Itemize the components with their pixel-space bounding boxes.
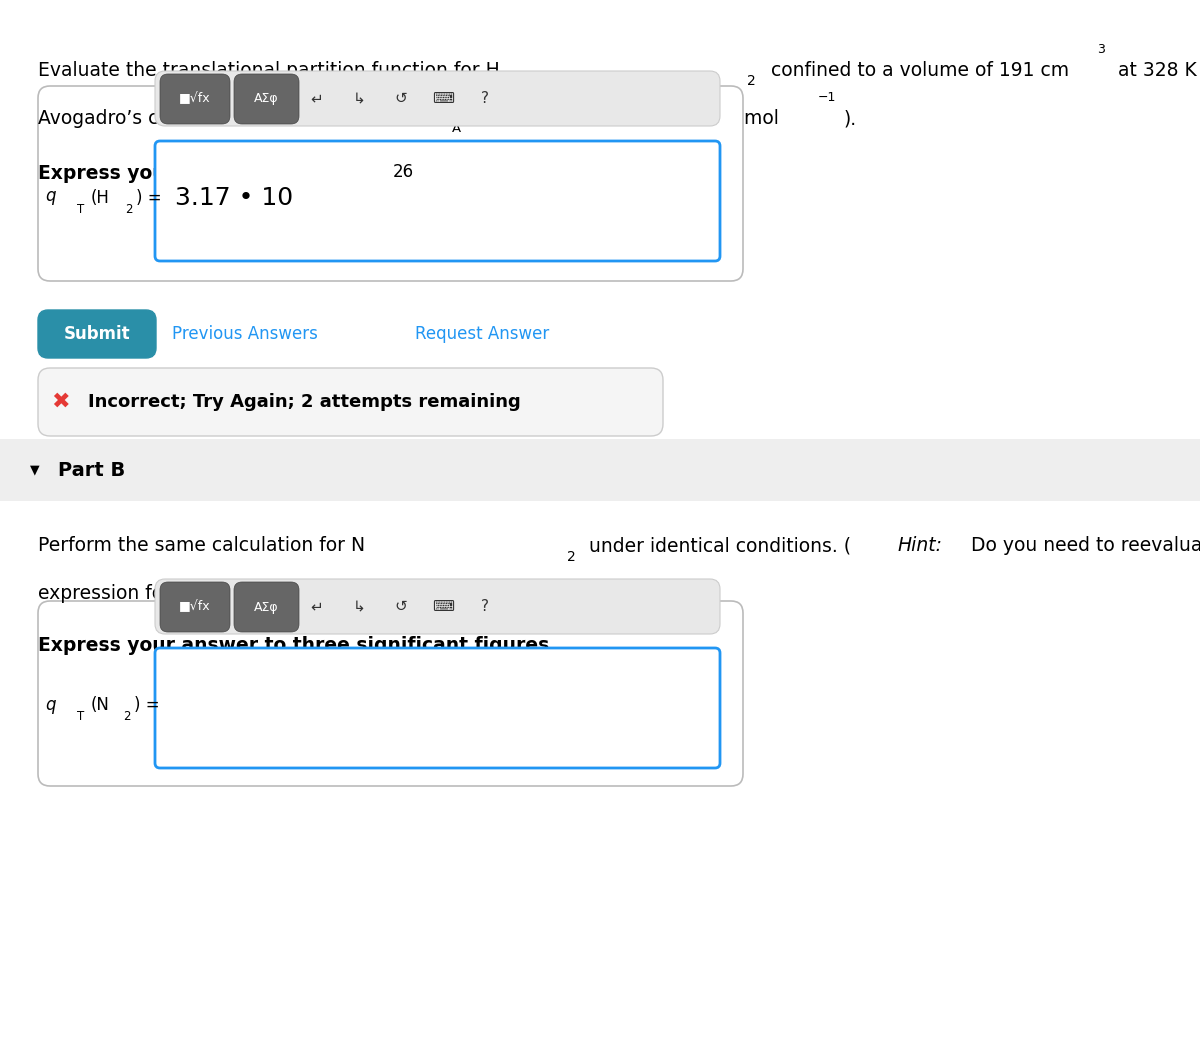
FancyBboxPatch shape [38, 601, 743, 786]
Text: at 328 K . (Note: the: at 328 K . (Note: the [1112, 61, 1200, 79]
Text: (H: (H [91, 189, 110, 207]
Text: AΣφ: AΣφ [254, 92, 278, 106]
Text: ▼: ▼ [30, 463, 40, 477]
FancyBboxPatch shape [234, 74, 299, 124]
Text: ■√fx: ■√fx [179, 92, 211, 106]
Text: Evaluate the translational partition function for H: Evaluate the translational partition fun… [38, 61, 499, 79]
Text: Submit: Submit [64, 325, 131, 343]
Text: ⌨: ⌨ [432, 599, 454, 614]
Text: ↳: ↳ [353, 91, 365, 106]
Text: ) =: ) = [134, 696, 160, 714]
Text: T: T [250, 598, 258, 612]
FancyBboxPatch shape [38, 86, 743, 281]
FancyBboxPatch shape [0, 439, 1200, 501]
Text: (N: (N [91, 696, 110, 714]
FancyBboxPatch shape [155, 579, 720, 634]
FancyBboxPatch shape [234, 582, 299, 632]
Text: ↺: ↺ [395, 599, 407, 614]
Text: confined to a volume of 191 cm: confined to a volume of 191 cm [766, 61, 1069, 79]
Text: Previous Answers: Previous Answers [172, 325, 318, 343]
FancyBboxPatch shape [155, 649, 720, 768]
Text: mol: mol [738, 109, 779, 128]
Text: q: q [223, 584, 235, 602]
Text: 3: 3 [1097, 43, 1105, 56]
Text: T: T [77, 709, 84, 723]
Text: ↳: ↳ [353, 599, 365, 614]
Text: ) =: ) = [136, 189, 162, 207]
Text: Request Answer: Request Answer [415, 325, 550, 343]
Text: ↵: ↵ [311, 91, 323, 106]
Text: Express your answer to three significant figures.: Express your answer to three significant… [38, 636, 557, 655]
Text: A: A [452, 122, 461, 135]
Text: ↵: ↵ [311, 599, 323, 614]
Text: 2: 2 [746, 74, 756, 88]
Text: −1: −1 [818, 91, 836, 104]
Text: Express your answer to three significant figures.: Express your answer to three significant… [38, 164, 557, 183]
Text: 2: 2 [125, 203, 132, 215]
Text: ?): ?) [268, 584, 292, 602]
Text: Do you need to reevaluate the full: Do you need to reevaluate the full [965, 536, 1200, 555]
Text: ■√fx: ■√fx [179, 600, 211, 614]
Text: 2: 2 [568, 550, 576, 564]
Text: Hint:: Hint: [898, 536, 942, 555]
Text: 23: 23 [706, 91, 721, 104]
Text: 2: 2 [124, 709, 131, 723]
Text: ✖: ✖ [50, 392, 70, 412]
Text: AΣφ: AΣφ [254, 600, 278, 614]
Text: Incorrect; Try Again; 2 attempts remaining: Incorrect; Try Again; 2 attempts remaini… [88, 393, 521, 411]
Text: T: T [77, 203, 84, 215]
Text: Part B: Part B [58, 460, 125, 479]
Text: = 6.022 × 10: = 6.022 × 10 [473, 109, 606, 128]
Text: q: q [46, 696, 55, 714]
FancyBboxPatch shape [155, 71, 720, 126]
Text: 3.17 • 10: 3.17 • 10 [175, 186, 293, 210]
FancyBboxPatch shape [38, 368, 662, 436]
Text: Perform the same calculation for N: Perform the same calculation for N [38, 536, 365, 555]
Text: Avogadro’s constant N: Avogadro’s constant N [38, 109, 250, 128]
Text: $q$: $q$ [46, 189, 56, 207]
Text: ⌨: ⌨ [432, 91, 454, 106]
Text: ).: ). [844, 109, 857, 128]
Text: 26: 26 [394, 163, 414, 181]
Text: ?: ? [481, 599, 490, 614]
Text: ↺: ↺ [395, 91, 407, 106]
FancyBboxPatch shape [160, 582, 230, 632]
Text: expression for: expression for [38, 584, 178, 602]
Text: under identical conditions. (: under identical conditions. ( [583, 536, 851, 555]
Text: ?: ? [481, 91, 490, 106]
FancyBboxPatch shape [38, 310, 156, 358]
FancyBboxPatch shape [160, 74, 230, 124]
FancyBboxPatch shape [155, 141, 720, 262]
